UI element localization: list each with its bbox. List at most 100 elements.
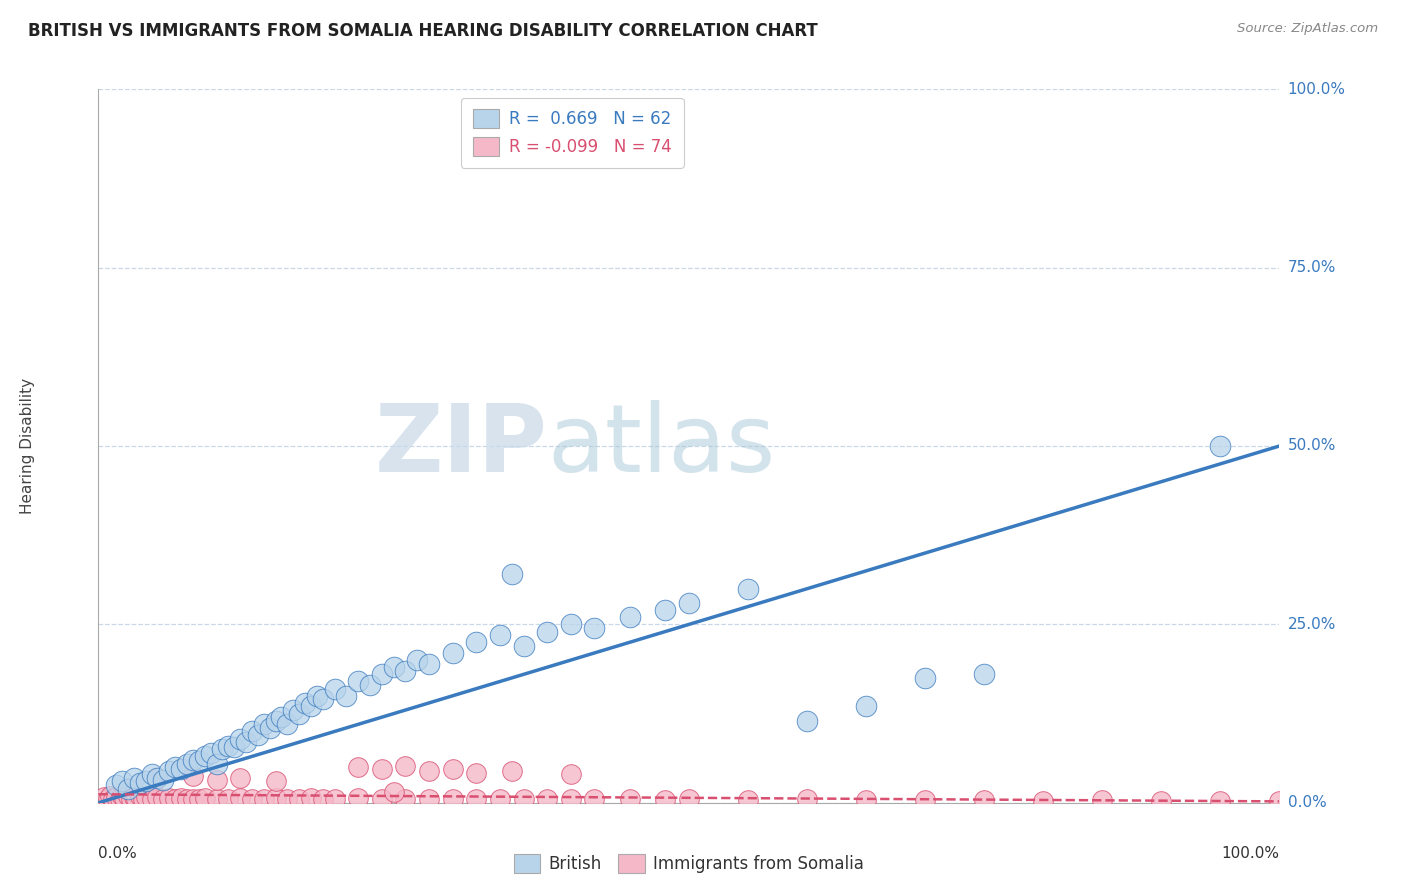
- Point: [111, 774, 134, 789]
- Point: [371, 762, 394, 776]
- Point: [418, 657, 440, 671]
- Point: [501, 567, 523, 582]
- Point: [235, 735, 257, 749]
- Point: [512, 792, 534, 806]
- Point: [288, 706, 311, 721]
- Point: [323, 681, 346, 696]
- Point: [165, 792, 187, 806]
- Point: [157, 764, 180, 778]
- Point: [181, 791, 204, 805]
- Point: [229, 771, 252, 785]
- Point: [347, 790, 370, 805]
- Point: [111, 789, 134, 803]
- Point: [382, 785, 405, 799]
- Point: [264, 790, 287, 805]
- Point: [973, 667, 995, 681]
- Point: [205, 756, 228, 771]
- Point: [347, 760, 370, 774]
- Point: [288, 791, 311, 805]
- Point: [264, 774, 287, 789]
- Point: [217, 739, 239, 753]
- Point: [240, 791, 263, 805]
- Point: [489, 791, 512, 805]
- Point: [176, 756, 198, 771]
- Point: [132, 791, 155, 805]
- Text: 0.0%: 0.0%: [98, 846, 138, 861]
- Point: [108, 792, 131, 806]
- Point: [914, 793, 936, 807]
- Point: [796, 714, 818, 728]
- Point: [536, 624, 558, 639]
- Point: [737, 582, 759, 596]
- Point: [914, 671, 936, 685]
- Point: [122, 771, 145, 785]
- Point: [855, 699, 877, 714]
- Point: [240, 724, 263, 739]
- Point: [176, 792, 198, 806]
- Point: [465, 765, 488, 780]
- Point: [583, 792, 606, 806]
- Point: [1091, 793, 1114, 807]
- Point: [678, 596, 700, 610]
- Point: [512, 639, 534, 653]
- Legend: British, Immigrants from Somalia: British, Immigrants from Somalia: [508, 847, 870, 880]
- Point: [276, 792, 298, 806]
- Point: [536, 792, 558, 806]
- Point: [200, 746, 222, 760]
- Point: [205, 791, 228, 805]
- Point: [146, 771, 169, 785]
- Point: [187, 792, 209, 806]
- Point: [224, 740, 246, 755]
- Point: [152, 791, 174, 805]
- Point: [97, 792, 120, 806]
- Point: [347, 674, 370, 689]
- Point: [299, 790, 322, 805]
- Point: [194, 790, 217, 805]
- Point: [181, 753, 204, 767]
- Point: [1209, 794, 1232, 808]
- Text: 25.0%: 25.0%: [1288, 617, 1336, 632]
- Point: [294, 696, 316, 710]
- Point: [394, 791, 416, 805]
- Point: [117, 789, 139, 804]
- Point: [194, 749, 217, 764]
- Point: [229, 731, 252, 746]
- Point: [654, 793, 676, 807]
- Point: [441, 646, 464, 660]
- Point: [371, 667, 394, 681]
- Point: [146, 790, 169, 805]
- Point: [678, 792, 700, 806]
- Point: [211, 742, 233, 756]
- Point: [560, 767, 582, 781]
- Text: 100.0%: 100.0%: [1288, 82, 1346, 96]
- Point: [181, 769, 204, 783]
- Point: [253, 717, 276, 731]
- Text: 50.0%: 50.0%: [1288, 439, 1336, 453]
- Point: [382, 660, 405, 674]
- Point: [359, 678, 381, 692]
- Point: [264, 714, 287, 728]
- Point: [323, 791, 346, 805]
- Point: [259, 721, 281, 735]
- Point: [654, 603, 676, 617]
- Point: [253, 792, 276, 806]
- Text: 100.0%: 100.0%: [1222, 846, 1279, 861]
- Text: Source: ZipAtlas.com: Source: ZipAtlas.com: [1237, 22, 1378, 36]
- Point: [1032, 794, 1054, 808]
- Text: 0.0%: 0.0%: [1288, 796, 1326, 810]
- Point: [465, 792, 488, 806]
- Point: [855, 793, 877, 807]
- Point: [394, 758, 416, 772]
- Point: [619, 792, 641, 806]
- Point: [229, 790, 252, 805]
- Point: [105, 778, 128, 792]
- Point: [560, 791, 582, 805]
- Point: [121, 791, 143, 805]
- Point: [117, 781, 139, 796]
- Point: [128, 789, 150, 804]
- Point: [157, 790, 180, 805]
- Point: [135, 774, 157, 789]
- Point: [128, 776, 150, 790]
- Point: [112, 790, 135, 805]
- Point: [418, 764, 440, 778]
